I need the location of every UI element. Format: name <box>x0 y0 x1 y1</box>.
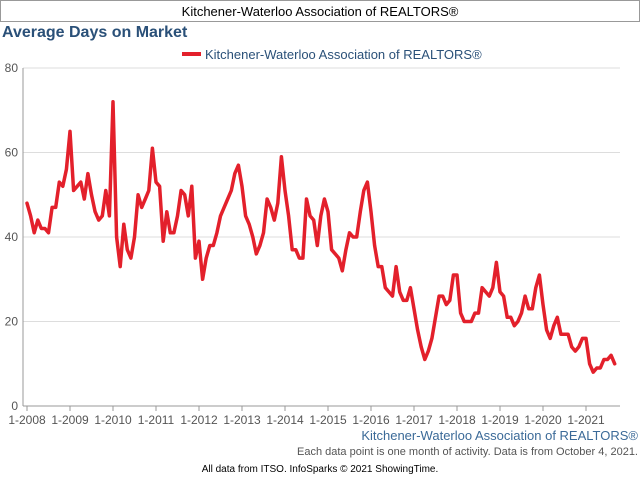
footer-credit: All data from ITSO. InfoSparks © 2021 Sh… <box>201 464 439 475</box>
y-tick-label: 60 <box>5 146 19 160</box>
data-note: Each data point is one month of activity… <box>297 446 638 458</box>
x-tick-label: 1-2018 <box>438 413 476 427</box>
x-tick-label: 1-2019 <box>481 413 519 427</box>
header-title: Kitchener-Waterloo Association of REALTO… <box>181 4 459 19</box>
y-tick-label: 40 <box>5 230 19 244</box>
x-tick-label: 1-2016 <box>352 413 390 427</box>
series-line <box>25 100 617 374</box>
x-tick-label: 1-2014 <box>266 413 304 427</box>
source-label: Kitchener-Waterloo Association of REALTO… <box>361 428 638 443</box>
y-tick-label: 0 <box>11 399 18 413</box>
legend-swatch <box>182 52 201 56</box>
header-bar: Kitchener-Waterloo Association of REALTO… <box>0 0 640 22</box>
x-tick-label: 1-2008 <box>8 413 46 427</box>
chart-title: Average Days on Market <box>2 24 188 41</box>
x-tick-label: 1-2013 <box>223 413 261 427</box>
y-tick-label: 80 <box>5 61 19 75</box>
legend-label: Kitchener-Waterloo Association of REALTO… <box>205 46 482 62</box>
x-tick-label: 1-2020 <box>524 413 562 427</box>
x-tick-label: 1-2015 <box>309 413 347 427</box>
x-tick-label: 1-2017 <box>395 413 433 427</box>
x-tick-label: 1-2021 <box>567 413 605 427</box>
chart-legend[interactable]: Kitchener-Waterloo Association of REALTO… <box>182 46 482 62</box>
x-tick-label: 1-2012 <box>180 413 218 427</box>
y-tick-label: 20 <box>5 315 19 329</box>
x-tick-label: 1-2011 <box>138 413 175 427</box>
x-tick-label: 1-2009 <box>51 413 89 427</box>
x-tick-label: 1-2010 <box>94 413 132 427</box>
